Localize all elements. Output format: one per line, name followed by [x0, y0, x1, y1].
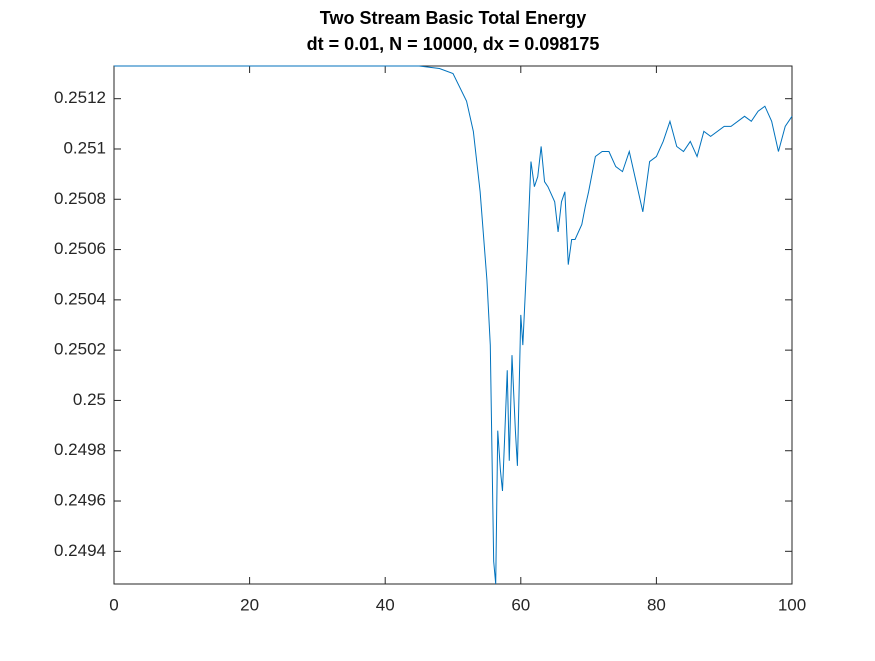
x-tick-label: 40	[376, 595, 395, 614]
y-tick-label: 0.2512	[54, 88, 106, 107]
y-tick-label: 0.2496	[54, 491, 106, 510]
x-tick-label: 20	[240, 595, 259, 614]
y-tick-label: 0.2504	[54, 289, 106, 308]
y-tick-label: 0.2494	[54, 541, 106, 560]
y-tick-label: 0.251	[63, 138, 106, 157]
y-tick-label: 0.2508	[54, 189, 106, 208]
y-tick-label: 0.2498	[54, 440, 106, 459]
x-tick-label: 60	[511, 595, 530, 614]
plot-box	[113, 65, 793, 585]
x-tick-label: 0	[109, 595, 118, 614]
x-tick-label: 100	[778, 595, 806, 614]
y-tick-label: 0.2506	[54, 239, 106, 258]
data-line	[114, 65, 793, 585]
x-tick-label: 80	[647, 595, 666, 614]
y-tick-label: 0.2502	[54, 340, 106, 359]
chart-title: Two Stream Basic Total Energy	[320, 8, 586, 28]
y-tick-label: 0.25	[73, 390, 106, 409]
chart-subtitle: dt = 0.01, N = 10000, dx = 0.098175	[307, 34, 600, 54]
